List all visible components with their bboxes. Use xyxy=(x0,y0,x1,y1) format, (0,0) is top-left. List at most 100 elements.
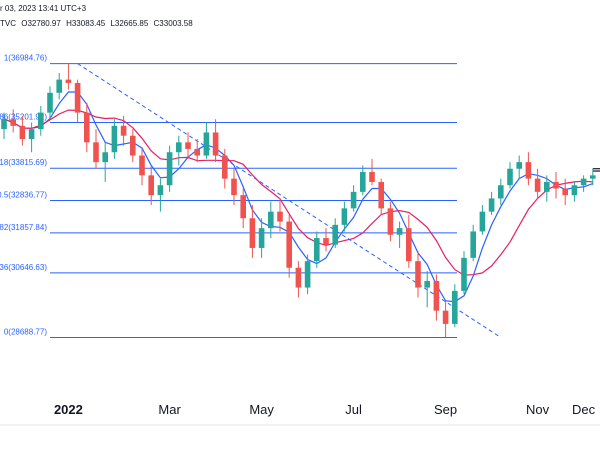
candle-body xyxy=(378,181,384,209)
candle xyxy=(406,214,412,268)
candle-body xyxy=(452,290,458,324)
x-tick-label: Dec xyxy=(572,402,596,417)
candle-body xyxy=(47,92,53,113)
candle xyxy=(166,145,173,192)
candle-body xyxy=(240,195,246,219)
moving-averages xyxy=(3,91,594,303)
candle-body xyxy=(387,208,394,235)
candle-body xyxy=(534,178,541,192)
time-axis: 2022MarMayJulSepNovDec2023 xyxy=(0,402,600,426)
candle xyxy=(212,119,219,163)
candle xyxy=(498,178,504,206)
candle-body xyxy=(10,119,16,126)
candle xyxy=(433,274,440,321)
fib-label-4: 0.382(31857.84) xyxy=(0,223,47,232)
candle-body xyxy=(111,125,118,153)
candle xyxy=(148,165,154,206)
candle-body xyxy=(249,218,256,248)
candle xyxy=(590,168,596,186)
candle-body xyxy=(74,82,81,113)
candle-body xyxy=(442,310,449,324)
dashed-trend-line xyxy=(77,63,502,338)
candle-body xyxy=(157,185,164,196)
candle xyxy=(332,218,338,248)
candle-body xyxy=(19,125,26,140)
fib-label-5: 0.236(30646.63) xyxy=(0,263,47,272)
candle xyxy=(424,271,430,308)
header-close: C33003.58 xyxy=(153,19,193,28)
candle-body xyxy=(332,224,338,245)
candle-body xyxy=(350,191,357,209)
ma-fast-line xyxy=(3,91,594,303)
candle xyxy=(111,119,118,159)
candle-body xyxy=(84,112,90,143)
candle-body xyxy=(1,119,7,130)
candle-body xyxy=(580,178,587,186)
candle xyxy=(452,284,458,328)
candle-body xyxy=(286,221,292,268)
candle xyxy=(470,224,476,262)
x-tick-label: Sep xyxy=(434,402,457,417)
candle-body xyxy=(194,148,200,156)
candle xyxy=(544,175,550,202)
candle xyxy=(571,181,578,202)
candle-body xyxy=(176,142,182,153)
x-tick-label: May xyxy=(249,402,274,417)
candle xyxy=(580,175,587,192)
header-source: TVC xyxy=(0,19,16,28)
candle xyxy=(387,201,394,242)
candle-body xyxy=(516,162,522,169)
x-tick-label: Nov xyxy=(526,402,550,417)
candle-body xyxy=(56,79,62,93)
candle xyxy=(507,162,513,189)
candle xyxy=(65,63,72,90)
candle-body xyxy=(544,181,550,192)
candle xyxy=(240,188,246,229)
candle-body xyxy=(461,257,467,291)
candle xyxy=(139,148,145,186)
candle-body xyxy=(341,208,348,225)
candle xyxy=(479,205,486,235)
candle xyxy=(562,178,568,206)
candle-body xyxy=(369,172,375,182)
candle-body xyxy=(212,132,219,156)
candle xyxy=(258,218,265,258)
candle xyxy=(277,198,283,232)
candle xyxy=(10,109,16,133)
candle-body xyxy=(277,211,283,222)
candle xyxy=(19,115,26,146)
fib-label-2: 0.618(33815.69) xyxy=(0,158,47,167)
candle xyxy=(157,178,164,212)
fib-label-6: 0(28688.77) xyxy=(4,327,47,336)
candle xyxy=(28,122,35,153)
candle xyxy=(194,139,200,163)
candle xyxy=(38,106,44,136)
candle xyxy=(360,165,366,196)
x-tick-label: Mar xyxy=(158,402,181,417)
candle xyxy=(176,135,182,166)
fib-label-0: 1(36984.76) xyxy=(4,54,47,63)
fib-label-1: 0.786(35201.92) xyxy=(0,112,47,121)
candle xyxy=(341,201,348,232)
candle xyxy=(323,228,329,252)
candle-body xyxy=(102,152,108,163)
candle-body xyxy=(130,135,136,156)
candle xyxy=(396,221,403,248)
candle-body xyxy=(406,228,412,262)
candle-body xyxy=(295,267,302,288)
x-tick-label: Jul xyxy=(345,402,362,417)
candle xyxy=(249,205,256,258)
candle xyxy=(295,261,302,298)
candle xyxy=(47,86,53,120)
candle xyxy=(93,129,99,169)
candle xyxy=(102,142,108,182)
candle xyxy=(84,102,90,153)
candle xyxy=(534,168,541,199)
candle xyxy=(268,201,274,239)
candle-body xyxy=(562,188,568,196)
candle-body xyxy=(433,280,440,311)
ma-slow-line xyxy=(3,109,593,276)
trend-lines xyxy=(77,63,600,338)
candle xyxy=(286,214,292,278)
